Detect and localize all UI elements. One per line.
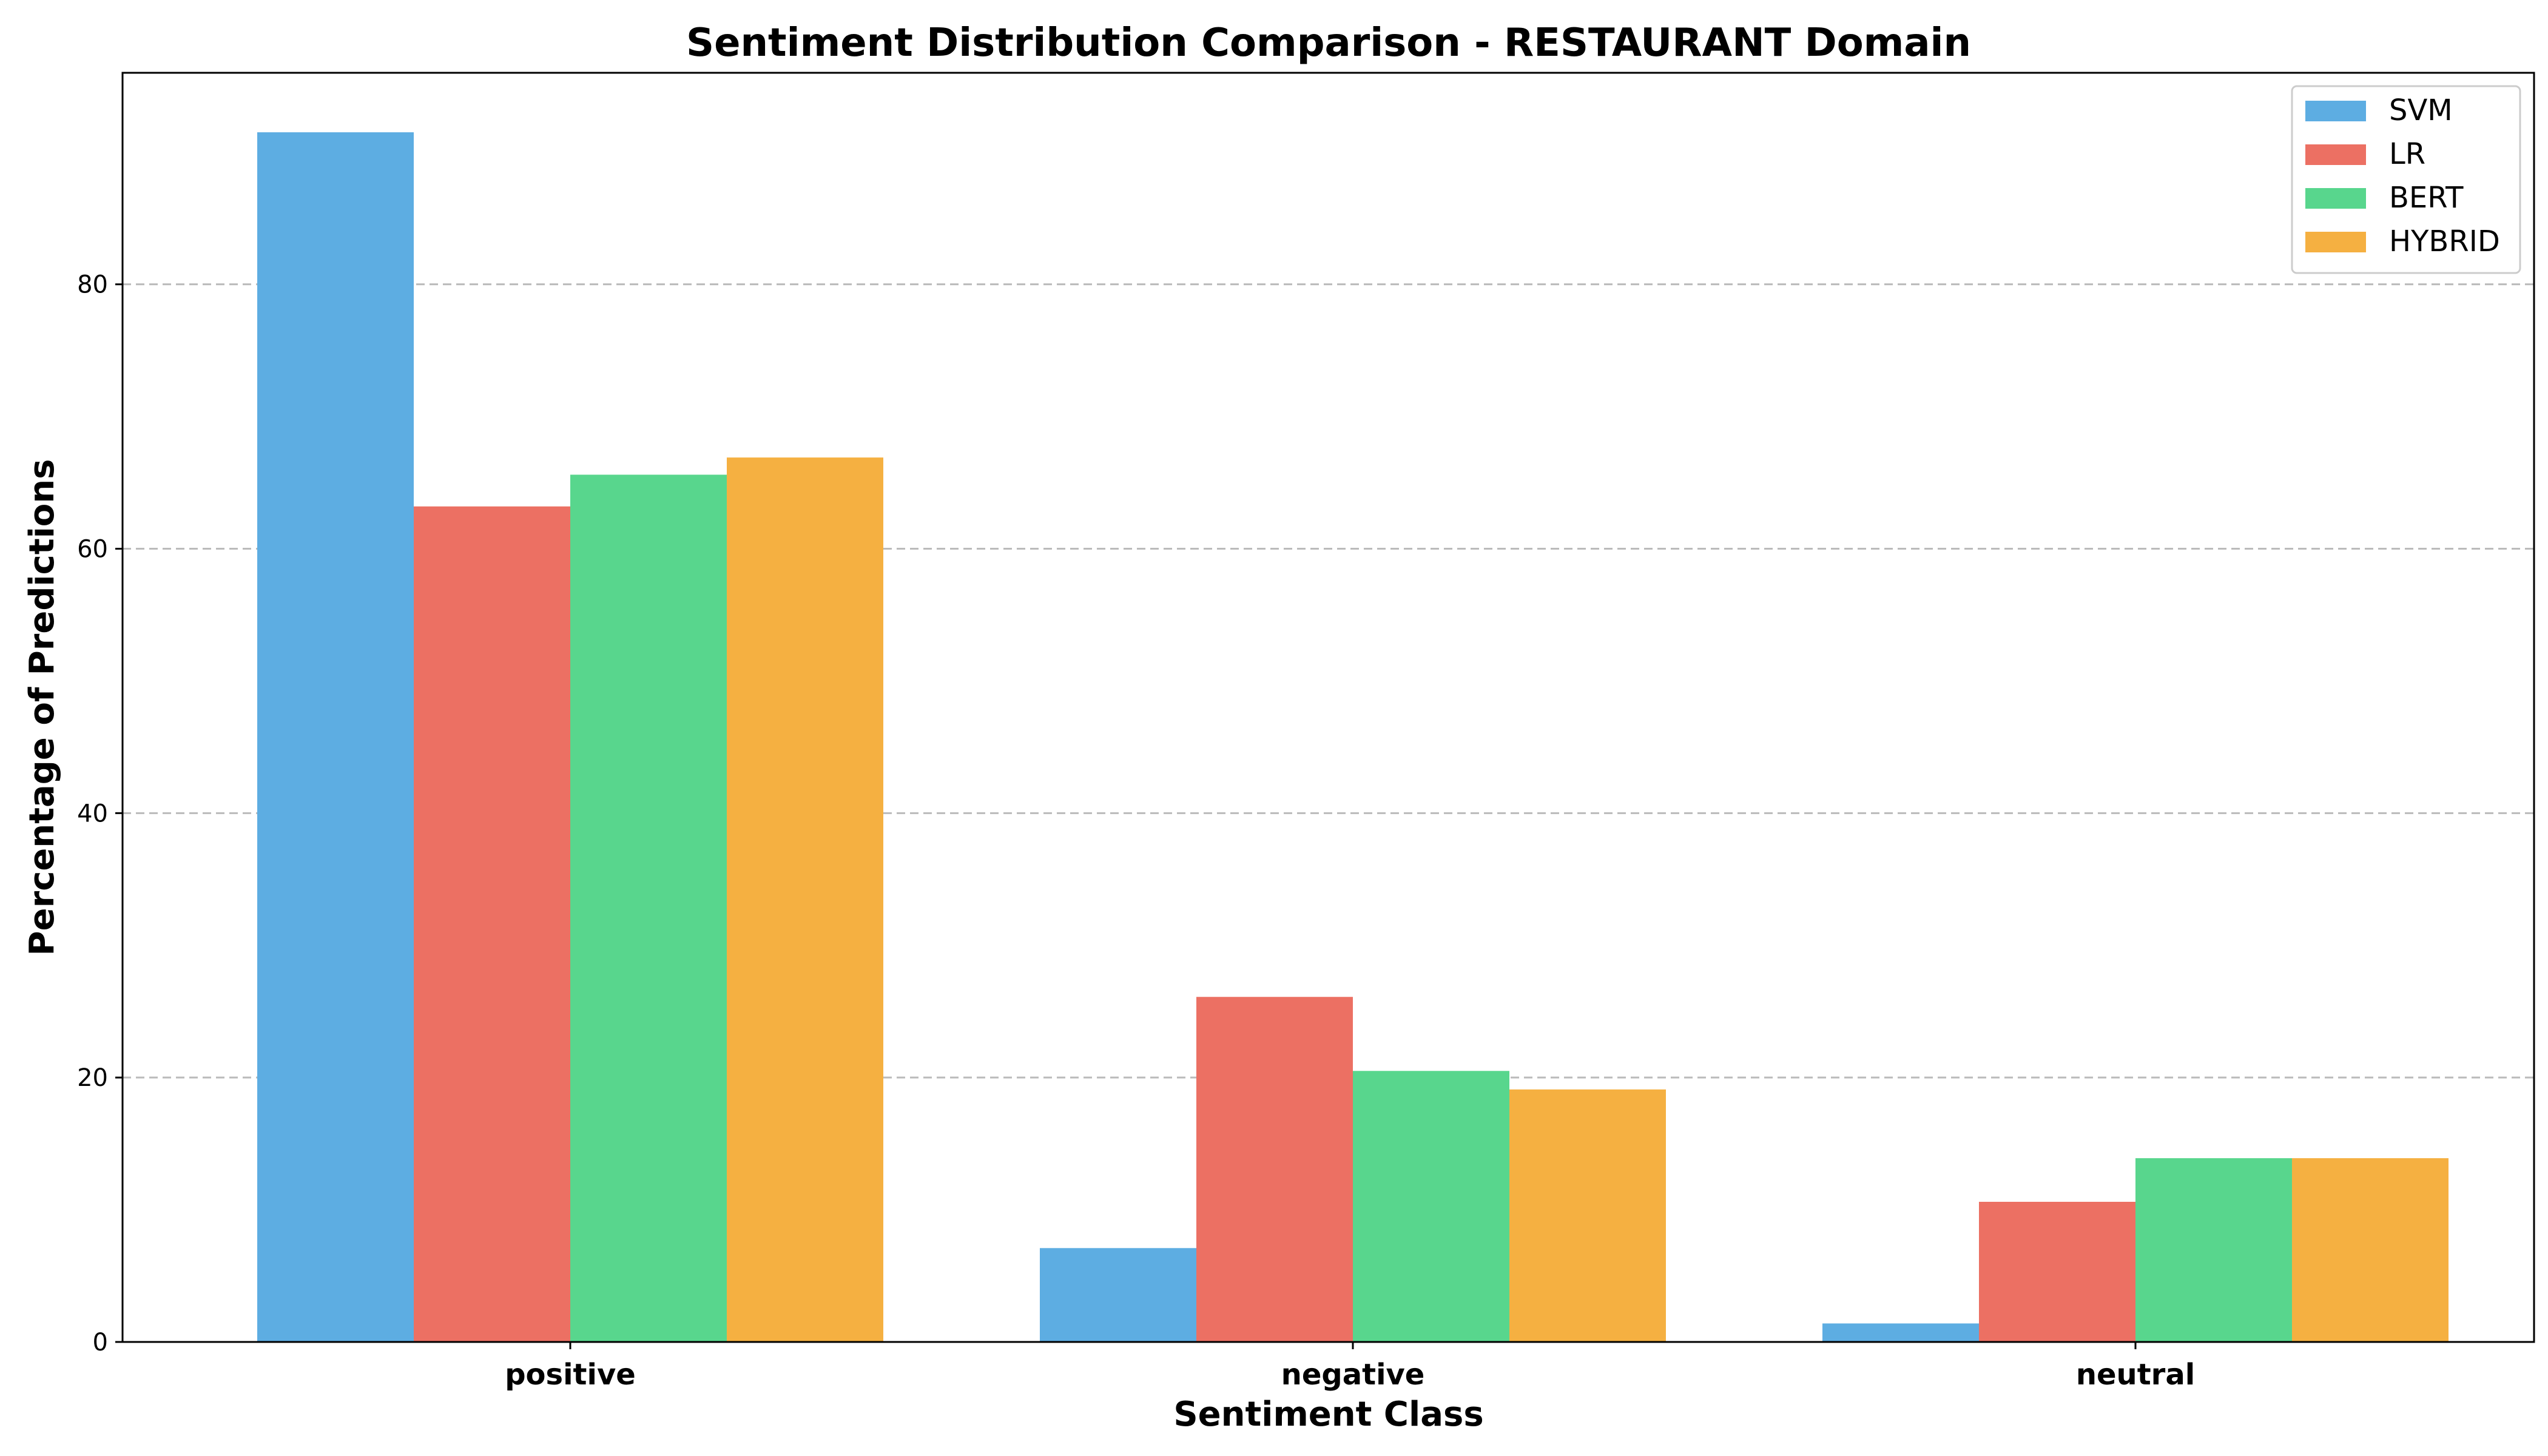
bar-hybrid-positive	[727, 457, 883, 1343]
bar-bert-neutral	[2135, 1158, 2292, 1342]
x-axis-label: Sentiment Class	[1173, 1395, 1483, 1434]
legend-swatch-bert	[2305, 188, 2366, 209]
legend-swatch-svm	[2305, 101, 2366, 121]
legend-swatch-lr	[2305, 144, 2366, 165]
bars	[257, 132, 2449, 1343]
x-tick-label-negative: negative	[1281, 1358, 1425, 1392]
y-axis-label: Percentage of Predictions	[22, 459, 62, 956]
x-axis-ticks: positive negative neutral	[505, 1342, 2195, 1392]
x-tick-label-neutral: neutral	[2076, 1358, 2195, 1392]
bar-svm-negative	[1040, 1248, 1196, 1342]
chart-title: Sentiment Distribution Comparison - REST…	[686, 21, 1971, 66]
legend-label-hybrid: HYBRID	[2389, 224, 2500, 258]
bar-hybrid-negative	[1509, 1089, 1666, 1342]
legend-swatch-hybrid	[2305, 232, 2366, 252]
y-axis-ticks: 0 20 40 60 80	[77, 271, 123, 1357]
y-tick-label: 40	[77, 800, 108, 827]
legend: SVM LR BERT HYBRID	[2291, 85, 2521, 274]
bar-svm-neutral	[1822, 1323, 1979, 1342]
bar-bert-negative	[1353, 1071, 1509, 1342]
bar-lr-negative	[1196, 997, 1353, 1342]
legend-label-svm: SVM	[2389, 93, 2453, 127]
bar-lr-positive	[414, 506, 570, 1343]
plot-frame	[121, 72, 2535, 1343]
x-tick-label-positive: positive	[505, 1358, 636, 1392]
legend-label-bert: BERT	[2389, 181, 2464, 215]
legend-label-lr: LR	[2389, 137, 2425, 171]
bar-hybrid-neutral	[2292, 1158, 2449, 1342]
legend-frame	[2291, 85, 2521, 274]
y-tick-label: 80	[77, 271, 108, 299]
y-tick-label: 20	[77, 1064, 108, 1092]
bar-bert-positive	[570, 474, 727, 1342]
bar-lr-neutral	[1979, 1202, 2135, 1342]
y-tick-label: 60	[77, 536, 108, 564]
y-tick-label: 0	[93, 1329, 108, 1357]
bar-svm-positive	[257, 132, 414, 1342]
